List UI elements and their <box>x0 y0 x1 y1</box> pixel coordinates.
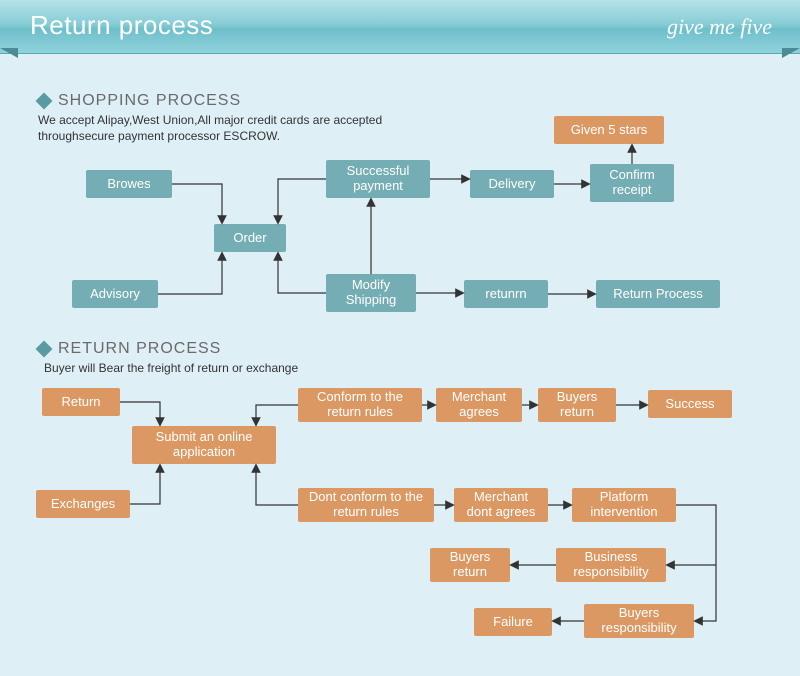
node-biz_resp: Business responsibility <box>556 548 666 582</box>
arrow-success_pay-to-order <box>278 179 326 220</box>
arrow-return-to-submit <box>120 402 160 422</box>
diamond-icon <box>36 341 53 358</box>
node-modify: Modify Shipping <box>326 274 416 312</box>
node-order: Order <box>214 224 286 252</box>
ribbon-left-icon <box>0 48 18 58</box>
diamond-icon <box>36 93 53 110</box>
node-dont_conform: Dont conform to the return rules <box>298 488 434 522</box>
node-browes: Browes <box>86 170 172 198</box>
node-advisory: Advisory <box>72 280 158 308</box>
page-root: Return process give me five SHOPPING PRO… <box>0 0 800 676</box>
arrow-dont_conform-to-submit <box>256 468 298 505</box>
node-confirm: Confirm receipt <box>590 164 674 202</box>
section-title: SHOPPING PROCESS <box>58 92 241 110</box>
section-subtext-return: Buyer will Bear the freight of return or… <box>44 360 464 376</box>
node-retunrn: retunrn <box>464 280 548 308</box>
section-subtext-shopping: We accept Alipay,West Union,All major cr… <box>38 112 458 144</box>
node-conform: Conform to the return rules <box>298 388 422 422</box>
section-heading-shopping: SHOPPING PROCESS <box>38 92 241 110</box>
section-title: RETURN PROCESS <box>58 340 221 358</box>
header-tagline: give me five <box>667 14 772 40</box>
header-banner: Return process give me five <box>0 0 800 54</box>
node-buyers_resp: Buyers responsibility <box>584 604 694 638</box>
node-merch_agree: Merchant agrees <box>436 388 522 422</box>
node-merch_dont: Merchant dont agrees <box>454 488 548 522</box>
arrow-conform-to-submit <box>256 405 298 422</box>
node-success: Success <box>648 390 732 418</box>
arrow-platform-to-biz_resp <box>670 505 716 565</box>
node-delivery: Delivery <box>470 170 554 198</box>
arrow-platform-to-buyers_resp <box>698 565 716 621</box>
node-submit: Submit an online application <box>132 426 276 464</box>
node-return_process: Return Process <box>596 280 720 308</box>
arrow-exchanges-to-submit <box>130 468 160 504</box>
node-given5: Given 5 stars <box>554 116 664 144</box>
page-title: Return process <box>30 10 213 41</box>
node-buyers_ret2: Buyers return <box>430 548 510 582</box>
node-return: Return <box>42 388 120 416</box>
node-buyers_ret1: Buyers return <box>538 388 616 422</box>
arrow-advisory-to-order <box>158 256 222 294</box>
node-platform: Platform intervention <box>572 488 676 522</box>
section-heading-return: RETURN PROCESS <box>38 340 221 358</box>
arrow-modify-to-order <box>278 256 326 293</box>
ribbon-right-icon <box>782 48 800 58</box>
node-exchanges: Exchanges <box>36 490 130 518</box>
arrow-browes-to-order <box>172 184 222 220</box>
node-failure: Failure <box>474 608 552 636</box>
node-success_pay: Successful payment <box>326 160 430 198</box>
